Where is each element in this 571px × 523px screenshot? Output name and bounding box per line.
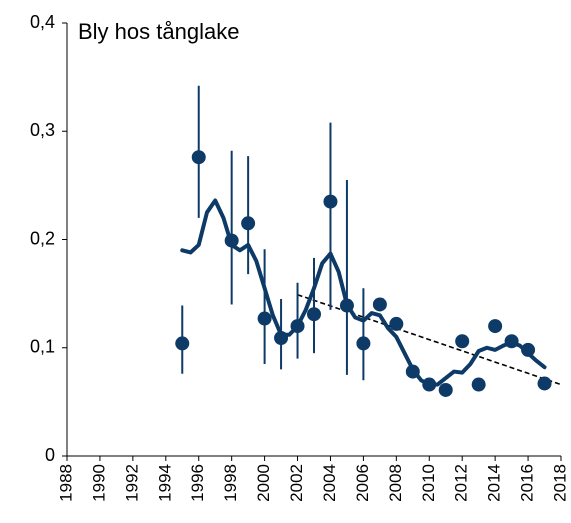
- x-tick-label: 2018: [550, 464, 569, 502]
- data-point: [339, 298, 354, 313]
- chart-title: Bly hos tånglake: [78, 19, 239, 44]
- data-point: [241, 216, 256, 231]
- data-point: [504, 334, 519, 349]
- x-tick-label: 2012: [452, 464, 471, 502]
- data-point: [438, 382, 453, 397]
- data-point: [274, 331, 289, 346]
- y-tick-label: 0,1: [30, 337, 55, 357]
- x-tick-label: 2008: [386, 464, 405, 502]
- data-point: [422, 377, 437, 392]
- data-point: [372, 297, 387, 312]
- x-tick-label: 2010: [419, 464, 438, 502]
- data-point: [488, 319, 503, 334]
- trend-line: [297, 293, 562, 386]
- data-point: [405, 364, 420, 379]
- data-point: [290, 319, 305, 334]
- y-tick-label: 0: [45, 445, 55, 465]
- x-tick-label: 1998: [221, 464, 240, 502]
- data-point: [356, 336, 371, 351]
- y-tick-label: 0,2: [30, 228, 55, 248]
- y-tick-label: 0,3: [30, 120, 55, 140]
- data-point: [191, 150, 206, 165]
- data-point: [537, 376, 552, 391]
- x-tick-label: 2016: [518, 464, 537, 502]
- x-tick-label: 2000: [254, 464, 273, 502]
- x-tick-label: 2006: [353, 464, 372, 502]
- data-point: [257, 311, 272, 326]
- data-point: [323, 194, 338, 209]
- x-tick-label: 1994: [155, 464, 174, 502]
- data-point: [224, 233, 239, 248]
- data-point: [521, 342, 536, 357]
- data-point: [175, 336, 190, 351]
- x-tick-label: 1988: [56, 464, 75, 502]
- data-point: [455, 334, 470, 349]
- x-tick-label: 2004: [320, 464, 339, 502]
- data-point: [389, 316, 404, 331]
- data-point: [471, 377, 486, 392]
- x-tick-label: 1996: [188, 464, 207, 502]
- x-tick-label: 2002: [287, 464, 306, 502]
- x-tick-label: 2014: [485, 464, 504, 502]
- y-tick-label: 0,4: [30, 12, 55, 32]
- x-tick-label: 1992: [122, 464, 141, 502]
- x-tick-label: 1990: [89, 464, 108, 502]
- data-point: [307, 307, 321, 322]
